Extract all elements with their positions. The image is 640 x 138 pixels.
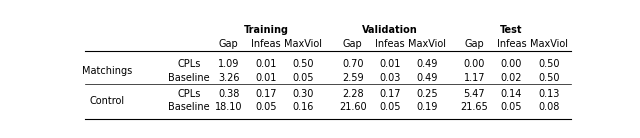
Text: 0.38: 0.38 xyxy=(218,89,239,99)
Text: Test: Test xyxy=(500,25,523,35)
Text: 0.01: 0.01 xyxy=(380,59,401,69)
Text: 0.13: 0.13 xyxy=(538,89,559,99)
Text: 0.03: 0.03 xyxy=(380,73,401,83)
Text: 0.25: 0.25 xyxy=(417,89,438,99)
Text: 2.59: 2.59 xyxy=(342,73,364,83)
Text: 0.01: 0.01 xyxy=(255,59,276,69)
Text: 2.28: 2.28 xyxy=(342,89,364,99)
Text: 0.16: 0.16 xyxy=(292,102,314,112)
Text: Gap: Gap xyxy=(343,39,363,49)
Text: MaxViol: MaxViol xyxy=(530,39,568,49)
Text: 0.02: 0.02 xyxy=(500,73,522,83)
Text: 0.00: 0.00 xyxy=(501,59,522,69)
Text: 0.01: 0.01 xyxy=(255,73,276,83)
Text: Gap: Gap xyxy=(219,39,239,49)
Text: 0.05: 0.05 xyxy=(292,73,314,83)
Text: CPLs: CPLs xyxy=(177,59,201,69)
Text: 1.17: 1.17 xyxy=(463,73,485,83)
Text: Gap: Gap xyxy=(465,39,484,49)
Text: 5.47: 5.47 xyxy=(463,89,485,99)
Text: 0.05: 0.05 xyxy=(500,102,522,112)
Text: Infeas: Infeas xyxy=(497,39,526,49)
Text: MaxViol: MaxViol xyxy=(284,39,322,49)
Text: Control: Control xyxy=(90,95,125,106)
Text: 0.50: 0.50 xyxy=(538,59,559,69)
Text: 0.05: 0.05 xyxy=(255,102,276,112)
Text: 0.17: 0.17 xyxy=(380,89,401,99)
Text: 21.60: 21.60 xyxy=(339,102,367,112)
Text: 1.09: 1.09 xyxy=(218,59,239,69)
Text: 21.65: 21.65 xyxy=(460,102,488,112)
Text: 0.50: 0.50 xyxy=(538,73,559,83)
Text: 0.14: 0.14 xyxy=(501,89,522,99)
Text: 0.19: 0.19 xyxy=(417,102,438,112)
Text: 0.49: 0.49 xyxy=(417,59,438,69)
Text: MaxViol: MaxViol xyxy=(408,39,446,49)
Text: 0.05: 0.05 xyxy=(380,102,401,112)
Text: Baseline: Baseline xyxy=(168,102,210,112)
Text: Matchings: Matchings xyxy=(82,66,132,76)
Text: 0.17: 0.17 xyxy=(255,89,276,99)
Text: 3.26: 3.26 xyxy=(218,73,239,83)
Text: 0.08: 0.08 xyxy=(538,102,559,112)
Text: Training: Training xyxy=(243,25,289,35)
Text: 0.50: 0.50 xyxy=(292,59,314,69)
Text: 0.49: 0.49 xyxy=(417,73,438,83)
Text: CPLs: CPLs xyxy=(177,89,201,99)
Text: 18.10: 18.10 xyxy=(215,102,243,112)
Text: Validation: Validation xyxy=(362,25,418,35)
Text: Infeas: Infeas xyxy=(251,39,281,49)
Text: 0.70: 0.70 xyxy=(342,59,364,69)
Text: 0.00: 0.00 xyxy=(463,59,485,69)
Text: 0.30: 0.30 xyxy=(292,89,314,99)
Text: Baseline: Baseline xyxy=(168,73,210,83)
Text: Infeas: Infeas xyxy=(375,39,405,49)
